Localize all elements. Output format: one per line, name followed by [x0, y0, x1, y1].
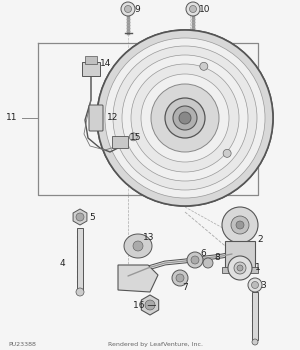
Circle shape — [76, 288, 84, 296]
Circle shape — [190, 6, 196, 13]
Circle shape — [228, 256, 252, 280]
Bar — [222, 267, 258, 273]
Text: 4: 4 — [60, 259, 66, 267]
Circle shape — [113, 46, 257, 190]
Bar — [112, 136, 128, 148]
Text: 14: 14 — [100, 60, 111, 69]
Circle shape — [223, 149, 231, 158]
Text: 15: 15 — [130, 133, 142, 142]
Circle shape — [251, 281, 259, 288]
Circle shape — [252, 339, 258, 345]
Text: 2: 2 — [257, 236, 262, 245]
Circle shape — [203, 258, 213, 268]
Polygon shape — [73, 209, 87, 225]
Text: 3: 3 — [260, 280, 266, 289]
Circle shape — [133, 241, 143, 251]
Circle shape — [105, 38, 265, 198]
Text: 7: 7 — [182, 282, 188, 292]
Circle shape — [151, 84, 219, 152]
Circle shape — [97, 30, 273, 206]
Circle shape — [236, 221, 244, 229]
Bar — [252, 292, 258, 340]
Circle shape — [231, 216, 249, 234]
Text: 5: 5 — [89, 212, 95, 222]
Circle shape — [173, 106, 197, 130]
Circle shape — [131, 64, 239, 172]
Text: 13: 13 — [143, 232, 154, 241]
Bar — [82, 62, 100, 76]
Circle shape — [145, 300, 155, 310]
Circle shape — [248, 278, 262, 292]
Circle shape — [165, 98, 205, 138]
Text: PU23388: PU23388 — [8, 342, 36, 347]
Bar — [225, 241, 255, 269]
Bar — [77, 228, 83, 290]
Text: 12: 12 — [107, 112, 118, 121]
Circle shape — [176, 274, 184, 282]
Text: 16 —: 16 — — [133, 301, 156, 309]
Bar — [85, 56, 97, 64]
Text: LEAFVENTURE: LEAFVENTURE — [105, 148, 205, 161]
Circle shape — [121, 2, 135, 16]
Polygon shape — [141, 295, 159, 315]
Text: 8: 8 — [214, 252, 220, 261]
Text: 11: 11 — [6, 113, 17, 122]
Polygon shape — [124, 234, 152, 258]
Circle shape — [129, 133, 137, 141]
Circle shape — [76, 213, 84, 221]
Circle shape — [234, 262, 246, 274]
Text: 6: 6 — [200, 248, 206, 258]
Circle shape — [186, 2, 200, 16]
Circle shape — [200, 62, 208, 70]
Text: 9: 9 — [134, 5, 140, 14]
Circle shape — [179, 112, 191, 124]
Circle shape — [141, 74, 229, 162]
FancyBboxPatch shape — [89, 105, 103, 131]
Circle shape — [122, 55, 248, 181]
Text: 1: 1 — [255, 264, 261, 273]
Circle shape — [191, 256, 199, 264]
Text: Rendered by LeafVenture, Inc.: Rendered by LeafVenture, Inc. — [107, 342, 202, 347]
Circle shape — [237, 265, 243, 271]
Circle shape — [187, 252, 203, 268]
Circle shape — [222, 207, 258, 243]
Circle shape — [172, 270, 188, 286]
Polygon shape — [118, 265, 158, 292]
Text: 10: 10 — [199, 5, 211, 14]
Circle shape — [124, 6, 131, 13]
